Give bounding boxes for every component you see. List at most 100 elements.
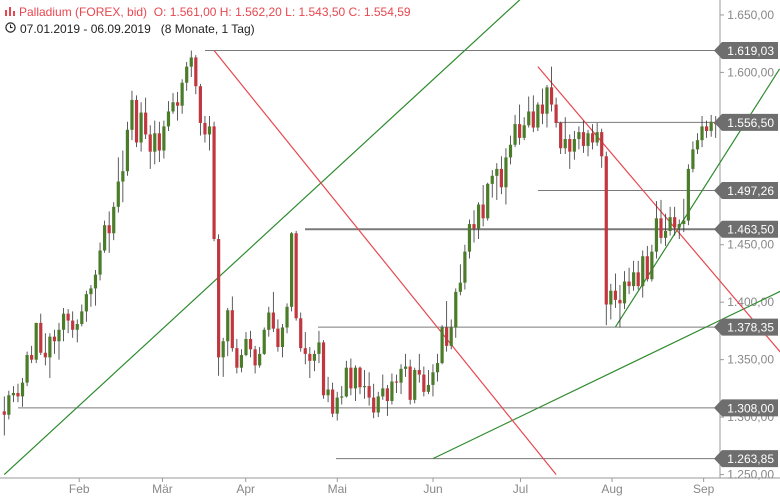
level-label-box [714, 450, 778, 468]
candle-body [103, 225, 107, 251]
candle-body [180, 82, 184, 106]
candle-body [16, 392, 20, 397]
x-tick-label: Apr [236, 482, 255, 496]
x-tick-label: Jul [513, 482, 528, 496]
candle-body [559, 122, 563, 149]
candle-body [139, 112, 143, 143]
candle-body [536, 104, 540, 128]
candle-body [362, 386, 367, 388]
candle-body [303, 348, 307, 354]
candle-body [622, 281, 627, 304]
candle-body [271, 312, 275, 329]
candle-body [189, 57, 193, 67]
candle-body [353, 367, 358, 389]
x-tick-label: Aug [601, 482, 622, 496]
candle-body [157, 133, 161, 151]
instrument-line: Palladium (FOREX, bid) O: 1.561,00 H: 1.… [5, 5, 411, 19]
candle-body [709, 121, 713, 131]
level-label-box [714, 318, 778, 336]
candle-body [490, 175, 494, 184]
candle-body [253, 349, 257, 366]
x-tick-label: Mär [152, 482, 173, 496]
candle-body [654, 218, 659, 252]
candle-body [331, 389, 335, 414]
candle-body [130, 99, 134, 130]
candle-body [454, 291, 458, 328]
candle-body [435, 363, 440, 373]
candle-body [326, 389, 330, 396]
candle-body [399, 368, 403, 383]
candle-body [335, 397, 339, 414]
bar-chart-icon [5, 5, 15, 19]
candle-body [153, 133, 157, 152]
candle-body [11, 392, 16, 396]
x-tick-label: Mai [328, 482, 347, 496]
instrument-title: Palladium (FOREX, bid) [19, 5, 148, 19]
candle-body [198, 86, 202, 123]
candle-body [618, 299, 622, 304]
candle-body [66, 313, 70, 321]
level-label-box [714, 181, 778, 199]
candle-body [604, 156, 608, 305]
candle-body [84, 294, 88, 312]
candle-body [349, 367, 353, 389]
y-tick-label: 1.450,00 [727, 238, 774, 252]
candle-body [495, 168, 499, 176]
date-range: 07.01.2019 - 06.09.2019 [20, 22, 151, 36]
candle-body [98, 250, 102, 275]
candle-body [518, 124, 522, 138]
candle-body [48, 336, 52, 358]
candle-body [568, 139, 572, 152]
candle-body [262, 329, 266, 354]
candle-body [659, 218, 663, 238]
candle-body [317, 342, 321, 354]
candle-body [285, 306, 289, 328]
candle-body [280, 327, 285, 348]
level-label: 1.619,03 [727, 44, 774, 58]
candle-body [244, 338, 248, 356]
y-tick-label: 1.400,00 [727, 295, 774, 309]
level-label-box [714, 220, 778, 238]
candle-body [695, 140, 700, 150]
candle-body [426, 384, 431, 392]
candle-body [704, 126, 709, 131]
candle-body [545, 87, 549, 114]
candle-body [595, 132, 599, 143]
candle-body [34, 322, 38, 360]
candle-body [572, 139, 576, 152]
candle-body [25, 355, 29, 383]
candle-body [645, 256, 649, 280]
candle-body [404, 366, 408, 369]
candle-body [30, 355, 34, 360]
candle-body [677, 224, 681, 228]
candle-body [358, 367, 362, 388]
candle-body [162, 126, 166, 151]
trend-line [3, 0, 521, 475]
candle-body [212, 126, 216, 239]
candle-body [144, 112, 148, 135]
candle-body [504, 157, 508, 188]
candle-body [344, 367, 348, 397]
candle-body [577, 132, 581, 140]
candle-body [394, 381, 399, 383]
candle-body [458, 282, 462, 292]
candle-body [449, 327, 453, 346]
x-tick-label: Sep [693, 482, 715, 496]
candle-body [673, 217, 677, 228]
level-label: 1.308,00 [727, 401, 774, 415]
candle-body [422, 374, 426, 392]
candle-body [385, 388, 389, 402]
candle-body [134, 99, 139, 143]
y-tick-label: 1.350,00 [727, 353, 774, 367]
candle-body [440, 327, 444, 364]
candle-body [175, 102, 180, 106]
candle-body [467, 224, 472, 252]
candle-body [61, 313, 66, 330]
candle-body [2, 411, 6, 415]
candle-body [531, 111, 535, 128]
y-tick-label: 1.600,00 [727, 65, 774, 79]
candle-body [75, 324, 79, 330]
candle-body [93, 274, 98, 289]
candle-body [691, 149, 695, 169]
